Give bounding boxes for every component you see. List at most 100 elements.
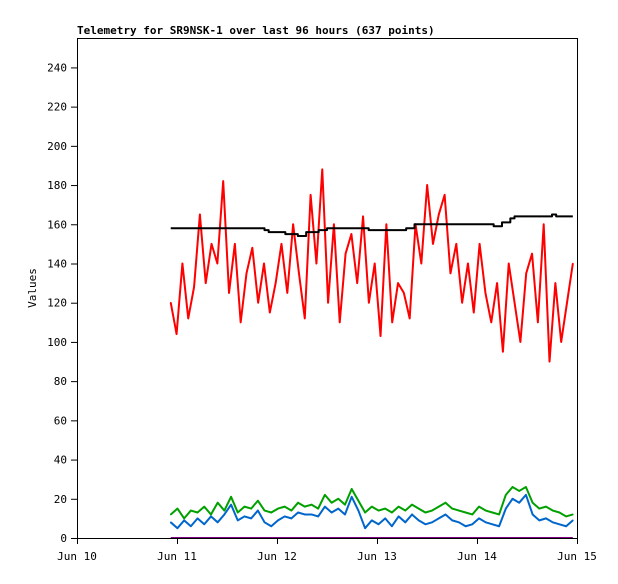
data-point-blue [484, 521, 487, 524]
y-tick-label: 100 [47, 336, 67, 349]
data-point-blue [297, 511, 299, 514]
data-point-red [373, 262, 376, 265]
data-point-red [321, 168, 324, 171]
data-point-blue [243, 515, 246, 518]
data-point-green [357, 499, 360, 502]
y-tick-label: 60 [54, 414, 67, 427]
data-point-blue [417, 519, 420, 522]
data-point-green [216, 501, 219, 504]
data-point-red [338, 321, 341, 324]
data-point-blue [531, 513, 534, 516]
data-point-blue [317, 515, 319, 518]
data-point-red [461, 301, 463, 304]
data-point-blue [391, 525, 393, 528]
data-point-red [199, 213, 201, 216]
data-point-red [496, 282, 498, 284]
data-point-blue [558, 523, 561, 526]
data-point-green [263, 509, 266, 512]
data-point-red [443, 194, 446, 196]
y-tick-label: 140 [47, 257, 67, 270]
data-point-green [190, 509, 192, 512]
data-point-red [344, 252, 347, 255]
data-point-red [298, 272, 300, 275]
data-point-blue [538, 519, 541, 522]
data-point-green [417, 507, 420, 510]
data-point-green [551, 509, 554, 512]
data-point-green [324, 494, 326, 496]
data-point-red [193, 286, 195, 288]
data-point-green [350, 488, 353, 490]
data-point-green [297, 501, 299, 504]
data-point-red [204, 282, 207, 284]
data-point-red [303, 317, 306, 320]
data-point-red [397, 282, 399, 284]
data-point-red [368, 301, 370, 304]
y-tick-label: 200 [47, 140, 67, 153]
data-point-blue [572, 519, 574, 522]
data-point-red [263, 262, 265, 265]
data-point-green [230, 496, 232, 498]
data-point-green [377, 509, 380, 512]
data-point-blue [250, 517, 252, 520]
data-point-green [424, 511, 427, 514]
data-point-green [277, 507, 279, 510]
data-point-blue [330, 511, 333, 514]
data-point-green [572, 513, 574, 516]
data-point-green [257, 499, 259, 502]
data-point-green [176, 507, 179, 510]
data-point-green [438, 505, 440, 508]
data-point-red [234, 243, 236, 245]
data-point-red [251, 247, 254, 249]
x-tick-label: Jun 12 [257, 550, 297, 563]
data-point-red [566, 301, 568, 304]
data-point-green [196, 511, 199, 514]
data-point-green [290, 509, 293, 512]
data-point-green [498, 513, 500, 516]
data-point-red [554, 282, 557, 284]
data-point-red [542, 223, 545, 226]
data-point-red [438, 213, 440, 216]
data-point-red [228, 292, 230, 294]
data-point-red [472, 311, 475, 314]
data-point-red [408, 317, 411, 320]
data-point-red [280, 243, 283, 245]
data-point-red [449, 272, 452, 275]
data-point-red [507, 262, 510, 265]
chart-title: Telemetry for SR9NSK-1 over last 96 hour… [77, 24, 435, 37]
data-point-red [222, 180, 224, 182]
data-point-red [350, 233, 353, 235]
data-point-blue [176, 527, 179, 529]
data-point-green [458, 509, 460, 512]
data-point-red [169, 301, 172, 304]
y-tick-label: 0 [60, 532, 67, 545]
data-point-green [210, 513, 212, 516]
y-tick-label: 120 [47, 297, 67, 310]
data-point-red [315, 262, 318, 265]
series-line-blue [170, 493, 574, 530]
data-point-green [478, 505, 480, 508]
data-point-red [572, 262, 574, 265]
data-point-red [490, 321, 493, 324]
data-point-green [236, 511, 239, 514]
y-tick-label: 40 [54, 454, 67, 467]
data-point-red [327, 301, 329, 304]
data-point-blue [505, 507, 507, 510]
data-point-blue [169, 521, 172, 524]
data-point-green [384, 507, 386, 510]
data-point-green [411, 503, 413, 506]
data-point-red [210, 243, 213, 245]
data-point-blue [431, 521, 433, 524]
data-point-green [330, 501, 333, 504]
data-point-green [464, 511, 467, 514]
data-point-blue [404, 521, 407, 524]
y-tick-label: 160 [47, 218, 67, 231]
data-point-green [317, 507, 319, 510]
data-point-green [169, 513, 172, 516]
data-point-red [548, 360, 551, 363]
data-point-blue [277, 519, 279, 522]
data-point-blue [424, 523, 427, 526]
data-point-green [250, 507, 252, 510]
data-point-red [181, 262, 184, 265]
data-point-blue [545, 517, 547, 520]
